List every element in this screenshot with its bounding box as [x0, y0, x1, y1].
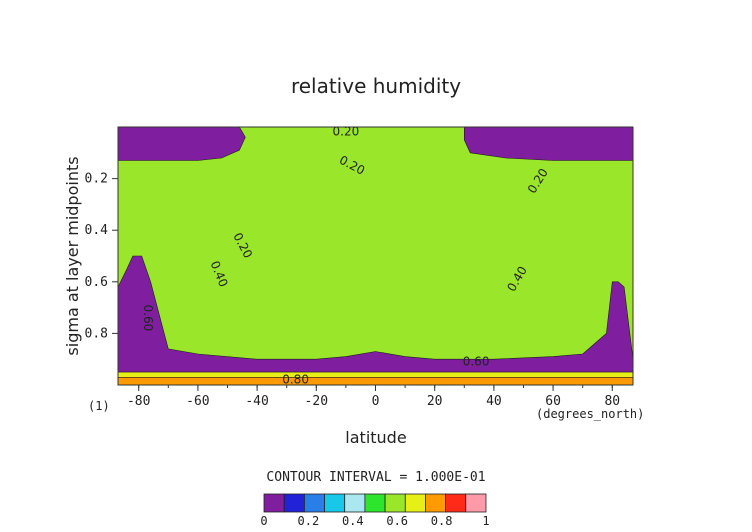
colorbar-label: 0.6 — [386, 514, 408, 528]
panel-tag: (1) — [88, 399, 110, 413]
x-tick-label: -80 — [127, 394, 150, 409]
colorbar-swatch — [324, 493, 346, 513]
contour-band-0p8 — [118, 376, 633, 385]
colorbar-label: 0 — [260, 514, 267, 528]
colorbar-swatch — [445, 493, 467, 513]
x-tick-label: 80 — [604, 394, 620, 409]
y-tick-label: 0.4 — [85, 223, 109, 238]
x-tick-label: 0 — [372, 394, 380, 409]
y-tick-label: 0.8 — [85, 326, 108, 341]
contour-band-0p6 — [118, 127, 633, 360]
colorbar-label: 1 — [482, 514, 489, 528]
contour-band-0p7 — [118, 371, 633, 378]
x-tick-label: -60 — [186, 394, 209, 409]
contour-band-0p0 — [463, 127, 633, 161]
colorbar-swatch — [465, 493, 487, 513]
contour-label: 0.60 — [463, 354, 490, 368]
colorbar-swatch — [303, 493, 325, 513]
chart-title: relative humidity — [291, 74, 461, 98]
x-tick-label: -20 — [305, 394, 328, 409]
colorbar-swatch — [404, 493, 426, 513]
colorbar-label: 0.4 — [342, 514, 364, 528]
y-tick-label: 0.2 — [85, 172, 108, 187]
colorbar-label: 0.2 — [298, 514, 320, 528]
x-axis-units: (degrees_north) — [536, 407, 644, 421]
x-tick-label: -40 — [245, 394, 268, 409]
colorbar-swatch — [263, 493, 285, 513]
contour-interval-text: CONTOUR INTERVAL = 1.000E-01 — [266, 470, 485, 485]
y-axis-ticks: 0.2 0.4 0.6 0.8 — [85, 172, 118, 341]
contour-band-0p0 — [118, 127, 246, 161]
contour-label-layer: 0.200.200.200.200.40 0.400.600.600.80 — [141, 125, 551, 386]
x-axis-label: latitude — [345, 428, 406, 447]
y-tick-label: 0.6 — [85, 275, 108, 290]
plot-area: 0.200.200.200.200.40 0.400.600.600.80 — [118, 125, 633, 386]
x-axis-ticks: -80 -60 -40 -20 0 20 40 60 80 — [127, 385, 620, 409]
colorbar: 0 0.2 0.4 0.6 0.8 1 — [260, 493, 490, 528]
contour-label: 0.60 — [141, 305, 155, 332]
contour-label: 0.80 — [282, 372, 309, 386]
contour-fill-layer — [118, 127, 633, 385]
contour-label: 0.20 — [333, 125, 360, 139]
colorbar-swatch — [425, 493, 447, 513]
x-tick-label: 20 — [427, 394, 443, 409]
colorbar-swatch — [384, 493, 406, 513]
x-tick-label: 40 — [486, 394, 502, 409]
colorbar-label: 0.8 — [431, 514, 453, 528]
colorbar-swatch — [344, 493, 366, 513]
y-axis-label: sigma at layer midpoints — [63, 156, 82, 355]
x-tick-label: 60 — [545, 394, 561, 409]
colorbar-swatch — [283, 493, 305, 513]
colorbar-swatch — [364, 493, 386, 513]
